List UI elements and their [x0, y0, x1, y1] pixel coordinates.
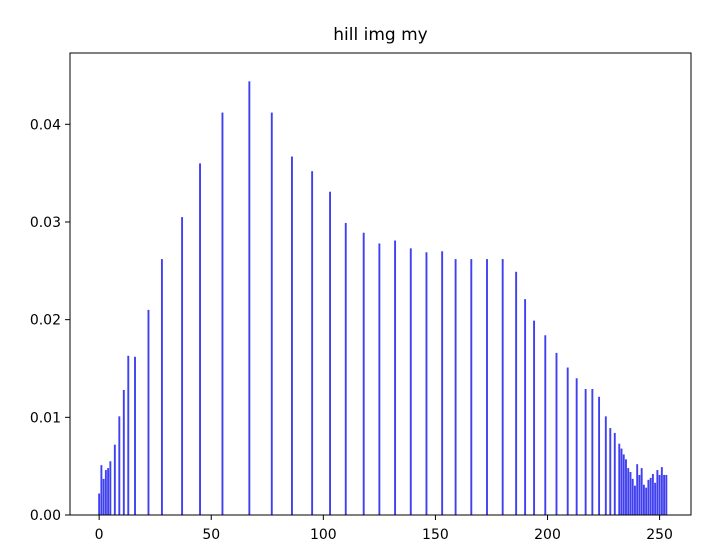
- bar: [656, 470, 659, 515]
- bar: [544, 335, 547, 515]
- bar: [604, 416, 607, 515]
- bar: [634, 485, 636, 515]
- bar: [329, 191, 332, 515]
- x-tick-label: 0: [95, 527, 104, 543]
- bar: [109, 461, 112, 515]
- bar: [575, 378, 578, 515]
- bar: [625, 459, 627, 515]
- bar: [584, 389, 587, 515]
- bar: [118, 416, 121, 515]
- bar: [107, 468, 110, 515]
- bar: [555, 352, 558, 515]
- y-tick-label: 0.00: [30, 508, 61, 524]
- bar: [642, 484, 645, 515]
- plot-frame: [69, 52, 692, 516]
- bar: [618, 443, 621, 515]
- x-tick-label: 100: [310, 527, 337, 543]
- bar: [651, 473, 654, 515]
- bar: [394, 240, 397, 515]
- x-axis-ticks: 0 50 100 150 200 250: [95, 515, 673, 543]
- x-tick-label: 150: [422, 527, 449, 543]
- y-axis-ticks: 0.00 0.01 0.02 0.03 0.04: [30, 117, 70, 524]
- y-tick-label: 0.01: [30, 410, 61, 426]
- bar: [454, 259, 457, 515]
- x-tick-label: 50: [202, 527, 220, 543]
- y-tick-label: 0.02: [30, 313, 61, 329]
- bar: [127, 355, 130, 515]
- bar: [598, 396, 601, 515]
- bar: [613, 432, 616, 515]
- y-tick-label: 0.04: [30, 117, 61, 133]
- bar: [181, 217, 184, 515]
- bar: [660, 467, 663, 515]
- bar: [627, 468, 630, 515]
- bar: [199, 163, 201, 515]
- bar: [629, 472, 632, 515]
- bar: [122, 389, 125, 515]
- bar: [647, 479, 650, 515]
- bar: [515, 271, 518, 515]
- bar: [645, 487, 648, 515]
- bar: [113, 444, 116, 515]
- bar: [620, 448, 623, 515]
- x-tick-label: 250: [646, 527, 673, 543]
- bar: [270, 112, 273, 515]
- bar: [654, 482, 657, 515]
- bar: [486, 259, 488, 515]
- bar: [409, 248, 412, 515]
- bar: [100, 465, 103, 515]
- bar: [248, 81, 251, 515]
- bar: [425, 252, 428, 515]
- bar: [98, 493, 101, 515]
- bar: [631, 478, 634, 515]
- bar: [501, 259, 504, 515]
- y-tick-label: 0.03: [30, 215, 61, 231]
- bar: [640, 468, 643, 515]
- bar: [533, 320, 536, 515]
- bar: [658, 474, 661, 515]
- chart-title: hill img my: [333, 25, 427, 45]
- bar: [221, 112, 224, 515]
- bar: [663, 474, 666, 515]
- bar: [566, 367, 569, 515]
- bar: [104, 470, 107, 515]
- bar: [441, 251, 444, 515]
- bar: [636, 464, 639, 515]
- bar: [378, 243, 381, 515]
- bar: [147, 309, 150, 515]
- bar: [665, 474, 668, 515]
- bar: [134, 356, 136, 515]
- bar: [524, 299, 527, 515]
- bar: [291, 156, 293, 515]
- bar: [470, 259, 473, 515]
- bar: [622, 454, 625, 515]
- bar: [362, 232, 365, 515]
- bar: [609, 428, 612, 515]
- bar: [638, 474, 641, 515]
- bar: [311, 171, 314, 515]
- bar: [102, 478, 105, 515]
- bar: [344, 222, 347, 515]
- bar: [649, 477, 652, 515]
- bar: [160, 259, 163, 515]
- bars-group: [98, 81, 668, 515]
- bar: [591, 389, 594, 515]
- x-tick-label: 200: [534, 527, 561, 543]
